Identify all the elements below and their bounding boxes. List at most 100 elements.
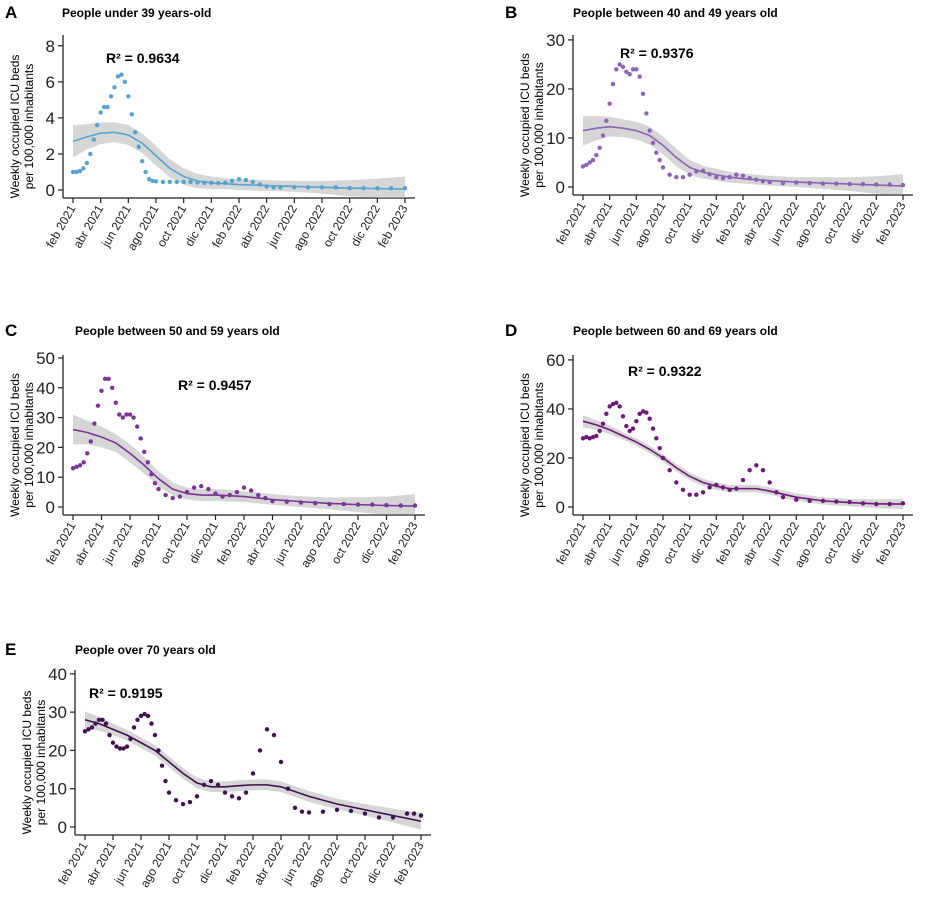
data-point <box>647 128 652 133</box>
panel-letter: A <box>5 3 17 22</box>
data-point <box>398 503 403 508</box>
y-axis-label-line1: Weekly occupied ICU beds <box>518 53 532 197</box>
data-point <box>657 157 662 163</box>
data-point <box>257 182 262 187</box>
y-tick-label: 40 <box>546 400 565 419</box>
y-tick-label: 4 <box>46 109 55 128</box>
data-point <box>644 111 649 116</box>
data-point <box>847 181 852 187</box>
data-point <box>637 74 642 79</box>
confidence-band <box>73 414 415 515</box>
y-tick-label: 10 <box>36 468 55 487</box>
data-point <box>667 172 672 177</box>
data-point <box>107 732 112 738</box>
data-point <box>213 491 218 496</box>
y-tick-label: 0 <box>556 178 565 197</box>
data-point <box>108 94 114 99</box>
data-point <box>754 463 759 468</box>
data-point <box>159 763 165 768</box>
data-point <box>88 439 94 444</box>
data-point <box>306 810 312 815</box>
data-point <box>388 185 394 191</box>
data-point <box>687 172 692 177</box>
data-point <box>256 492 261 498</box>
data-point <box>156 486 161 492</box>
data-point <box>202 180 207 185</box>
data-point <box>285 786 291 791</box>
data-point <box>627 72 632 77</box>
data-point <box>720 175 726 181</box>
data-point <box>199 483 204 489</box>
data-point <box>640 91 646 97</box>
data-point <box>644 410 649 415</box>
y-tick-label: 30 <box>36 409 55 428</box>
data-point <box>734 172 739 177</box>
data-point <box>208 778 214 784</box>
data-point <box>215 782 221 788</box>
data-point <box>610 81 616 87</box>
confidence-band <box>583 415 903 509</box>
data-point <box>650 426 656 431</box>
data-point <box>794 180 799 185</box>
data-point <box>630 426 636 431</box>
data-point <box>152 480 158 486</box>
data-point <box>120 415 126 420</box>
data-point <box>714 482 719 488</box>
data-point <box>834 499 839 504</box>
r2-label: R² = <box>89 685 120 701</box>
data-point <box>142 711 147 717</box>
y-axis-label: Weekly occupied ICU bedsper 100,000 inha… <box>8 373 36 517</box>
data-point <box>270 498 275 504</box>
data-point <box>117 746 123 751</box>
data-point <box>610 401 616 407</box>
y-axis-label-line1: Weekly occupied ICU beds <box>518 373 532 517</box>
data-point <box>740 477 746 483</box>
y-axis-label-line1: Weekly occupied ICU beds <box>8 373 22 517</box>
y-axis-label-line2: per 100,000 inhabitants <box>22 64 36 189</box>
data-point <box>149 721 154 726</box>
r2-annotation: R² = 0.9634 <box>106 50 180 66</box>
data-point <box>807 180 812 186</box>
y-tick-label: 0 <box>46 181 55 200</box>
data-point <box>411 811 417 816</box>
y-tick-label: 10 <box>546 129 565 148</box>
data-point <box>319 185 325 190</box>
data-point <box>117 412 122 417</box>
data-point <box>667 468 672 473</box>
data-point <box>720 485 726 490</box>
data-point <box>248 488 254 493</box>
data-point <box>807 498 812 504</box>
data-point <box>135 717 140 722</box>
data-point <box>590 157 596 163</box>
r2-value: 0.9457 <box>209 377 252 393</box>
data-point <box>177 494 183 499</box>
data-point <box>278 185 283 190</box>
data-point <box>138 436 143 441</box>
data-point <box>82 729 88 734</box>
data-point <box>113 400 118 405</box>
data-point <box>747 468 752 473</box>
data-point <box>402 185 408 191</box>
data-point <box>134 424 140 429</box>
data-point <box>634 418 639 424</box>
data-point <box>654 150 659 155</box>
data-point <box>264 184 269 189</box>
data-point <box>707 485 712 490</box>
y-tick-label: 8 <box>46 37 55 56</box>
data-point <box>774 490 779 495</box>
y-tick-label: 2 <box>46 145 55 164</box>
r2-annotation: R² = 0.9322 <box>628 363 702 379</box>
data-point <box>624 69 629 74</box>
data-point <box>347 185 352 191</box>
data-point <box>614 400 619 406</box>
data-point <box>191 485 197 490</box>
data-point <box>133 130 138 135</box>
data-point <box>607 404 612 409</box>
data-point <box>142 449 147 455</box>
data-point <box>707 172 712 177</box>
confidence-band <box>583 115 903 195</box>
y-axis-label-line2: per 100,000 inhabitants <box>532 382 546 507</box>
data-point <box>384 503 389 508</box>
data-point <box>195 180 200 185</box>
r2-value: 0.9634 <box>137 50 180 66</box>
